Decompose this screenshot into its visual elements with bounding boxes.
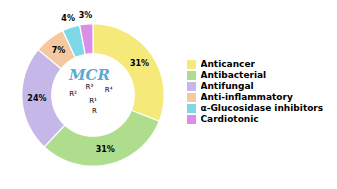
svg-text:R: R <box>92 107 97 115</box>
svg-text:7%: 7% <box>52 46 66 55</box>
svg-text:3%: 3% <box>79 11 93 20</box>
html-text:α-Glucosidase inhibitors: α-Glucosidase inhibitors <box>200 103 324 114</box>
svg-text:MCR: MCR <box>68 66 110 84</box>
html-text:Antifungal: Antifungal <box>200 81 254 92</box>
html-text:Anticancer: Anticancer <box>200 59 255 70</box>
svg-text:31%: 31% <box>130 59 149 68</box>
svg-text:24%: 24% <box>27 94 46 103</box>
svg-text:R³: R³ <box>86 83 94 91</box>
html-text:Cardiotonic: Cardiotonic <box>200 114 259 125</box>
svg-text:R²: R² <box>69 90 77 98</box>
html-text:Antibacterial: Antibacterial <box>200 70 267 81</box>
svg-text:31%: 31% <box>96 145 115 154</box>
svg-text:R⁴: R⁴ <box>105 86 113 94</box>
svg-text:4%: 4% <box>61 14 75 23</box>
html-text:Anti-inflammatory: Anti-inflammatory <box>200 92 293 103</box>
svg-text:R¹: R¹ <box>89 97 97 105</box>
